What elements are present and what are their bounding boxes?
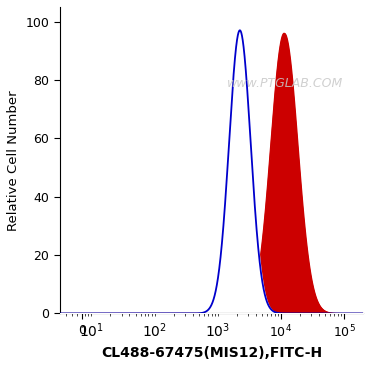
Text: www.PTGLAB.COM: www.PTGLAB.COM: [226, 77, 343, 90]
Y-axis label: Relative Cell Number: Relative Cell Number: [7, 90, 20, 230]
X-axis label: CL488-67475(MIS12),FITC-H: CL488-67475(MIS12),FITC-H: [101, 346, 322, 360]
